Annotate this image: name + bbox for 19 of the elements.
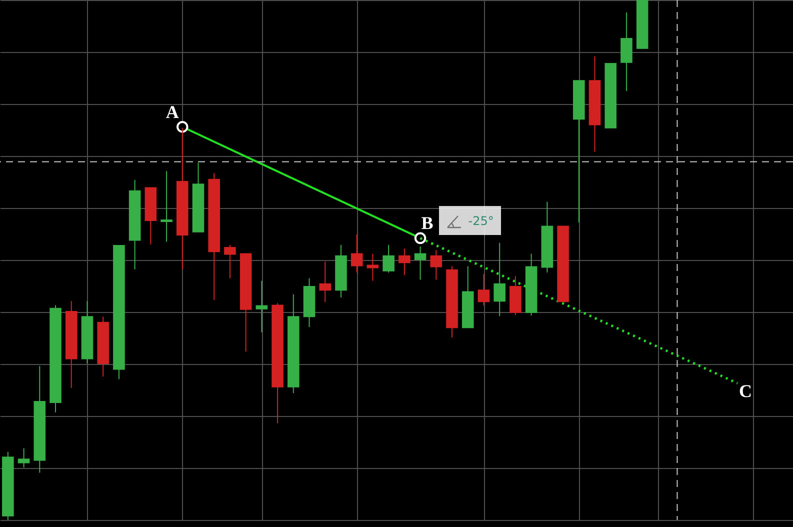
annotation: A xyxy=(166,102,179,122)
annotation: B xyxy=(421,213,434,234)
candlestick xyxy=(478,274,490,306)
candlestick xyxy=(494,242,506,317)
candlestick xyxy=(382,244,394,273)
annotation: C xyxy=(738,381,752,402)
candlestick xyxy=(350,234,363,273)
candlestick xyxy=(430,250,442,280)
candlestick xyxy=(414,246,426,280)
candlestick xyxy=(398,248,410,276)
angle-label: -25° xyxy=(439,206,501,236)
candlestick xyxy=(256,280,268,333)
candlestick xyxy=(620,12,632,92)
candlestick xyxy=(18,448,30,468)
annotation: -25° xyxy=(468,214,494,228)
candlestick xyxy=(160,170,172,242)
candlestick xyxy=(319,261,332,303)
candlestick xyxy=(224,244,236,279)
candlestick xyxy=(366,253,379,282)
